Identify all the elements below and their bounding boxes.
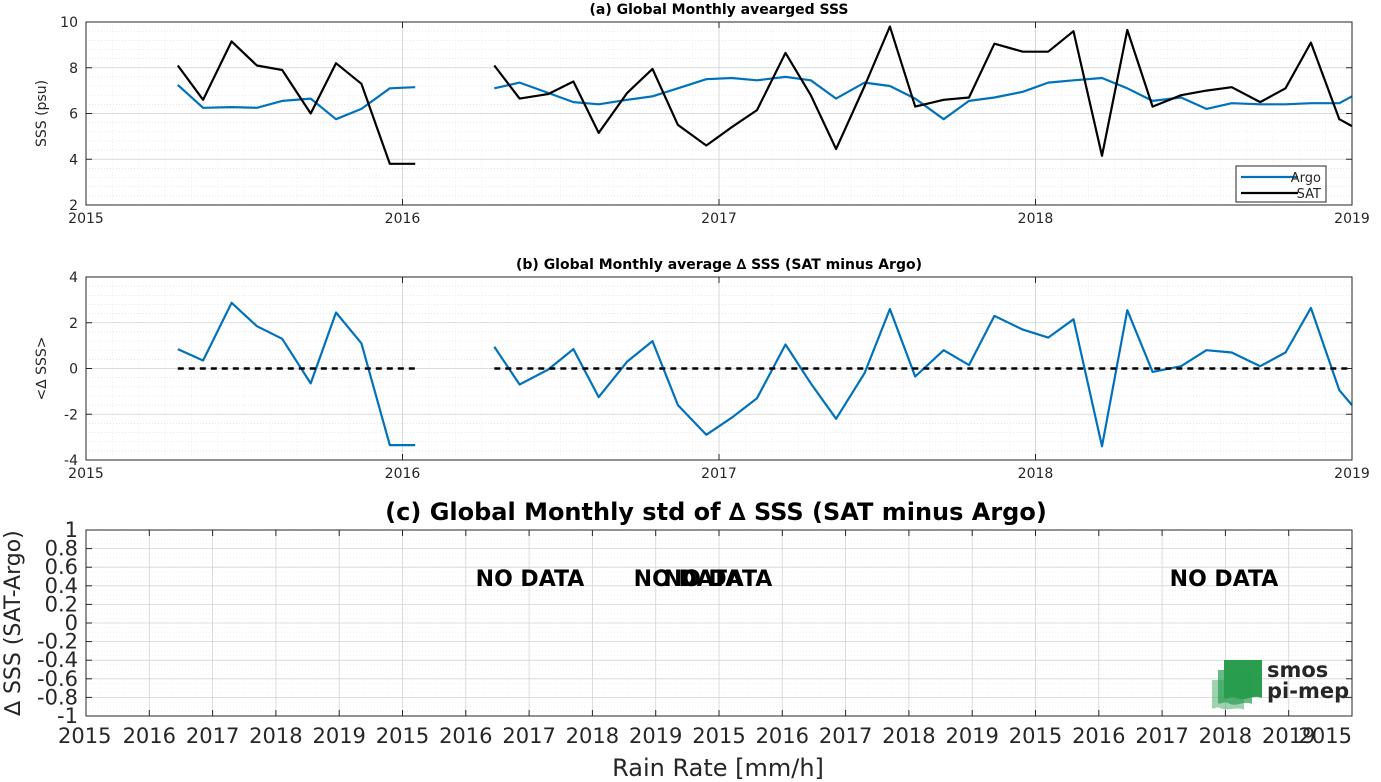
legend-entry-sat: SAT [1297, 187, 1321, 202]
series-line-sat [176, 25, 1353, 165]
x-tick-label: 2019 [945, 724, 998, 748]
y-tick-label: 0 [69, 362, 78, 378]
y-tick-label: 4 [69, 152, 78, 168]
no-data-annotation: NO DATA [634, 567, 743, 592]
y-axis-label: ∆ SSS (SAT-Argo) [1, 530, 26, 717]
x-tick-label: 2015 [1299, 724, 1352, 748]
y-tick-label: 6 [69, 107, 78, 123]
x-tick-label: 2018 [1018, 466, 1054, 482]
x-tick-label: 2017 [186, 724, 239, 748]
x-tick-label: 2017 [502, 724, 555, 748]
y-tick-label: -0.4 [37, 648, 78, 672]
y-tick-label: 4 [69, 270, 78, 286]
x-tick-label: 2017 [819, 724, 872, 748]
x-tick-label: 2018 [1199, 724, 1252, 748]
panel-b-global-monthly-delta-sss: -4 -2 0 2 4 2015 2016 2017 2018 2019 (b) Global Mo… [34, 257, 1370, 482]
legend-box [1235, 165, 1327, 203]
x-tick-label: 2015 [58, 724, 111, 748]
x-tick-label: 2016 [756, 724, 809, 748]
legend-entry-argo: Argo [1291, 171, 1321, 186]
x-axis-label: Rain Rate [mm/h] [612, 754, 824, 782]
y-tick-label: -4 [64, 453, 78, 469]
series-line-delta-sss [177, 301, 1353, 448]
y-tick-label: -0.2 [37, 630, 78, 654]
x-tick-label: 2017 [701, 211, 737, 227]
x-tick-label: 2018 [1018, 211, 1054, 227]
chart-title: (c) Global Monthly std of ∆ SSS (SAT min… [385, 498, 1047, 526]
no-data-annotation: NO DATA [664, 567, 773, 592]
y-tick-label: 0.2 [45, 592, 78, 616]
x-tick-label: 2019 [1334, 211, 1370, 227]
x-tick-label: 2015 [692, 724, 745, 748]
x-tick-label: 2017 [1135, 724, 1188, 748]
x-tick-label: 2017 [701, 466, 737, 482]
x-tick-label: 2019 [1334, 466, 1370, 482]
x-tick-label: 2019 [1262, 724, 1315, 748]
series-line-argo [177, 75, 1353, 121]
x-tick-label: 2015 [1009, 724, 1062, 748]
y-tick-label: -0.6 [37, 667, 78, 691]
y-tick-label: 0.4 [45, 574, 78, 598]
y-tick-label: 0.6 [45, 555, 78, 579]
y-axis-label: SSS (psu) [34, 80, 50, 147]
x-tick-label: 2016 [439, 724, 492, 748]
logo-wave-shape [1212, 680, 1244, 710]
x-tick-label: 2015 [68, 466, 104, 482]
y-tick-label: 2 [69, 316, 78, 332]
logo-text-pi-mep: pi-mep [1267, 679, 1349, 703]
y-tick-label: 8 [69, 61, 78, 77]
no-data-annotation: NO DATA [476, 567, 585, 592]
y-tick-label: 2 [69, 198, 78, 214]
x-tick-label: 2016 [1072, 724, 1125, 748]
y-tick-label: 0 [65, 611, 78, 635]
x-tick-label: 2016 [123, 724, 176, 748]
panel-a-global-monthly-sss: 2 4 6 8 10 2015 2016 2017 2018 2019 (a) Global Mon… [34, 2, 1370, 227]
logo-text-smos: smos [1267, 658, 1328, 682]
x-tick-label: 2019 [629, 724, 682, 748]
x-tick-label: 2018 [249, 724, 302, 748]
chart-title: (b) Global Monthly average ∆ SSS (SAT mi… [516, 257, 922, 273]
x-tick-label: 2016 [385, 211, 421, 227]
y-tick-label: -2 [64, 407, 78, 423]
logo-wave-shape [1218, 670, 1252, 705]
y-axis-label: <∆ SSS> [34, 337, 50, 401]
chart-title: (a) Global Monthly avearged SSS [590, 2, 849, 18]
y-tick-label: 10 [60, 15, 78, 31]
no-data-annotation: NO DATA [1170, 567, 1279, 592]
x-tick-label: 2018 [566, 724, 619, 748]
y-tick-label: 1 [65, 518, 78, 542]
y-tick-label: -1 [57, 704, 78, 728]
x-tick-label: 2018 [882, 724, 935, 748]
y-tick-label: 0.8 [45, 537, 78, 561]
y-tick-label: -0.8 [37, 685, 78, 709]
x-tick-label: 2015 [68, 211, 104, 227]
x-tick-label: 2019 [312, 724, 365, 748]
x-tick-label: 2015 [376, 724, 429, 748]
x-tick-label: 2016 [385, 466, 421, 482]
